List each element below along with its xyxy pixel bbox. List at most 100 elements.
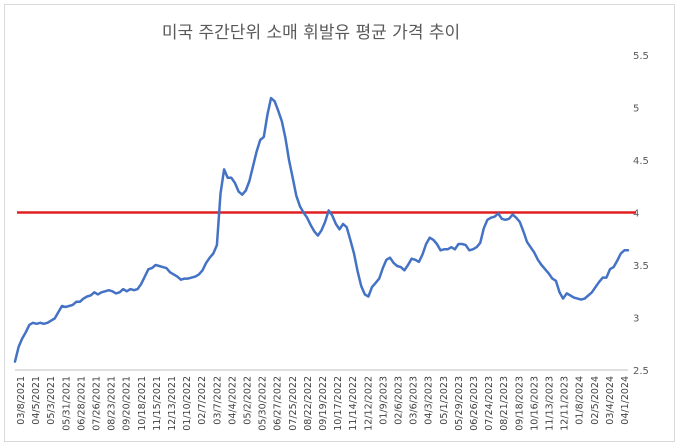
data-point (122, 288, 124, 290)
data-point (620, 252, 622, 255)
y-tick-label: 5 (633, 104, 639, 115)
data-point (57, 311, 59, 313)
data-point (602, 277, 604, 279)
data-point (270, 97, 272, 99)
data-point (382, 267, 384, 269)
x-tick-label: 01/9/2023 (378, 376, 389, 425)
data-point (613, 266, 615, 268)
data-point (439, 249, 442, 251)
x-tick-label: 11/14/2022 (348, 376, 359, 431)
data-point (248, 180, 250, 182)
data-point (598, 281, 600, 283)
data-point (483, 227, 485, 229)
data-point (349, 239, 351, 241)
data-point (223, 168, 225, 170)
x-tick-label: 06/26/2023 (469, 376, 480, 431)
data-point (414, 259, 416, 261)
data-point (61, 305, 63, 307)
data-point (447, 248, 449, 250)
x-tick-label: 01/8/2024 (575, 376, 586, 425)
data-point (616, 260, 618, 262)
x-axis: 03/8/2021 04/5/2021 05/3/2021 05/31/2021 06/… (15, 369, 631, 431)
data-point (519, 221, 521, 223)
data-point (165, 267, 167, 269)
data-point (457, 243, 460, 245)
y-tick-label: 4.5 (633, 156, 649, 167)
data-point (425, 243, 427, 245)
data-point (115, 292, 117, 294)
data-point (263, 136, 265, 138)
data-point (429, 237, 431, 239)
data-point (504, 219, 506, 221)
data-point (320, 229, 323, 231)
data-point (180, 279, 182, 281)
data-point (209, 257, 211, 259)
data-point (403, 269, 405, 271)
data-point (317, 235, 319, 237)
data-point (324, 221, 326, 223)
data-point (533, 251, 535, 253)
y-tick-label: 5.5 (633, 51, 649, 62)
data-point (328, 209, 330, 211)
data-point (191, 277, 193, 279)
data-point (292, 177, 294, 179)
data-point (335, 223, 337, 225)
data-point (375, 282, 377, 284)
x-tick-label: 01/10/2022 (182, 376, 193, 431)
data-point (227, 177, 229, 179)
x-tick-label: 08/22/2022 (303, 376, 314, 431)
data-point (486, 219, 488, 221)
data-point (64, 306, 67, 308)
data-point (111, 290, 113, 292)
data-point (212, 252, 214, 255)
data-point (50, 320, 52, 322)
x-tick-label: 12/12/2022 (363, 376, 374, 431)
data-point (173, 273, 175, 275)
data-point (68, 305, 70, 307)
data-point (14, 361, 16, 363)
data-point (479, 242, 481, 244)
x-tick-label: 05/2/2022 (243, 376, 254, 425)
data-point (501, 218, 503, 220)
data-point (357, 270, 359, 272)
data-point (490, 217, 492, 219)
data-point (569, 294, 571, 296)
data-point (364, 293, 366, 295)
data-point (79, 301, 81, 303)
data-point (494, 216, 496, 218)
data-point (119, 291, 121, 293)
data-point (144, 276, 146, 278)
data-point (594, 286, 597, 288)
x-tick-label: 08/23/2021 (107, 376, 118, 431)
data-point (252, 165, 254, 167)
x-tick-label: 02/6/2023 (394, 376, 405, 425)
data-point (18, 346, 20, 348)
data-point (515, 217, 517, 219)
data-point (36, 323, 38, 325)
data-point (609, 268, 611, 270)
data-point (104, 290, 106, 292)
data-point (93, 291, 95, 293)
data-point (584, 298, 586, 300)
data-point (72, 304, 74, 306)
data-point (476, 246, 478, 248)
x-tick-label: 07/24/2023 (484, 376, 495, 431)
x-tick-label: 04/5/2021 (31, 376, 42, 425)
y-tick-label: 3 (633, 314, 639, 325)
data-point (421, 253, 424, 256)
data-point (198, 273, 200, 275)
y-axis: 2.5 3 3.5 4 4.5 5 5.5 (633, 51, 649, 377)
data-point (353, 252, 355, 255)
x-tick-label: 05/30/2022 (258, 376, 269, 431)
data-point (39, 322, 41, 324)
x-tick-label: 05/1/2023 (439, 376, 450, 425)
data-point (331, 215, 333, 217)
x-tick-label: 12/11/2023 (560, 376, 571, 431)
data-point (32, 322, 34, 324)
data-point (461, 243, 463, 245)
y-tick-label: 2.5 (633, 366, 649, 377)
x-tick-label: 02/7/2022 (197, 376, 208, 425)
data-point (21, 337, 23, 340)
data-point (605, 277, 608, 279)
data-point (393, 262, 395, 264)
